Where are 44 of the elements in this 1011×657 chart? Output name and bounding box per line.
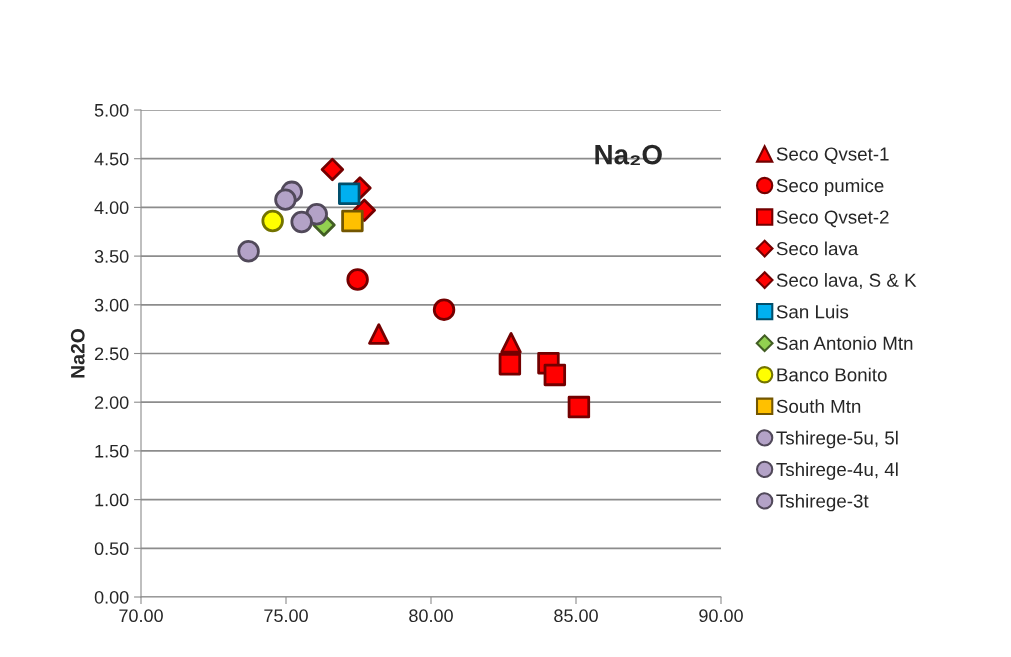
point bbox=[500, 332, 522, 354]
point bbox=[346, 268, 369, 291]
y-tick-label: 2.50 bbox=[94, 347, 129, 361]
legend-label: Seco lava bbox=[776, 241, 859, 256]
point bbox=[432, 298, 456, 321]
point bbox=[368, 323, 390, 345]
y-tick-label: 1.50 bbox=[95, 444, 129, 458]
y-tick-label: 2.00 bbox=[94, 396, 129, 409]
x-tick-label: 90.00 bbox=[699, 609, 743, 623]
text: Na₂O bbox=[595, 144, 662, 166]
point bbox=[338, 182, 361, 205]
x-tick-label: 75.00 bbox=[264, 609, 308, 623]
legend-label: Tshirege-5u, 5l bbox=[776, 430, 898, 449]
point bbox=[274, 188, 297, 211]
legend-label: Seco Qvset-1 bbox=[776, 147, 889, 165]
x-tick-label: 85.00 bbox=[554, 609, 598, 623]
legend-label: Seco pumice bbox=[776, 178, 884, 196]
y-tick-label: 0.50 bbox=[94, 542, 129, 556]
x-tick-label: 70.00 bbox=[119, 609, 163, 623]
point bbox=[543, 363, 567, 387]
legend-label: San Antonio Mtn bbox=[776, 336, 913, 350]
y-tick-label: 1.00 bbox=[95, 493, 129, 507]
legend-label: Seco lava, S & K bbox=[776, 273, 917, 290]
point bbox=[290, 210, 313, 234]
y-tick-label: 3.50 bbox=[94, 250, 129, 263]
point bbox=[261, 209, 284, 233]
point bbox=[567, 395, 591, 419]
y-tick-label: 5.00 bbox=[94, 103, 129, 117]
x-tick-label: 80.00 bbox=[409, 609, 453, 623]
y-axis-title: Na2O bbox=[70, 328, 85, 378]
legend-label: Tshirege-3t bbox=[776, 493, 869, 512]
point bbox=[237, 240, 260, 263]
y-tick-label: 0.00 bbox=[94, 590, 129, 604]
legend-label: San Luis bbox=[776, 304, 849, 319]
legend-label: Seco Qvset-2 bbox=[776, 210, 889, 228]
y-tick-label: 3.00 bbox=[94, 298, 129, 312]
legend-label: South Mtn bbox=[776, 399, 861, 414]
point bbox=[498, 353, 522, 376]
y-tick-label: 4.50 bbox=[94, 152, 129, 166]
y-tick-label: 4.00 bbox=[94, 201, 129, 215]
point bbox=[341, 209, 364, 233]
point bbox=[320, 157, 345, 182]
legend-label: Tshirege-4u, 4l bbox=[776, 462, 898, 480]
legend-label: Banco Bonito bbox=[777, 367, 887, 382]
